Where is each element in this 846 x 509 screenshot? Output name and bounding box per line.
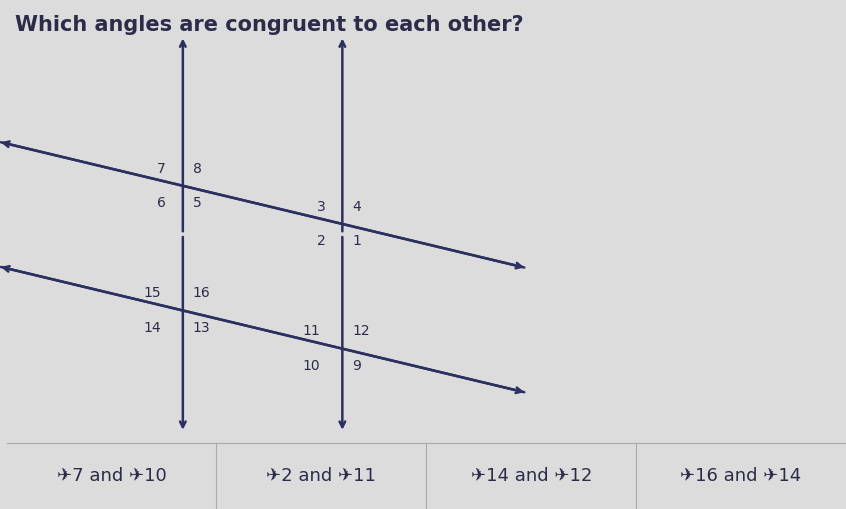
Text: 7: 7 — [157, 161, 166, 176]
Text: 9: 9 — [353, 359, 361, 373]
Text: 3: 3 — [316, 200, 326, 214]
Text: ✈16 and ✈14: ✈16 and ✈14 — [680, 467, 802, 485]
Text: 11: 11 — [303, 324, 321, 338]
Text: 12: 12 — [353, 324, 370, 338]
Text: ✈7 and ✈10: ✈7 and ✈10 — [57, 467, 167, 485]
Text: 10: 10 — [303, 359, 321, 373]
Text: 16: 16 — [193, 286, 211, 300]
Text: 13: 13 — [193, 321, 211, 335]
Text: Which angles are congruent to each other?: Which angles are congruent to each other… — [15, 15, 524, 35]
Text: 2: 2 — [316, 234, 326, 248]
Text: 8: 8 — [193, 161, 202, 176]
Text: 5: 5 — [193, 196, 201, 210]
Text: 14: 14 — [143, 321, 161, 335]
Text: 6: 6 — [157, 196, 166, 210]
Text: 4: 4 — [353, 200, 361, 214]
Text: ✈14 and ✈12: ✈14 and ✈12 — [470, 467, 592, 485]
Text: ✈2 and ✈11: ✈2 and ✈11 — [266, 467, 376, 485]
Text: 1: 1 — [353, 234, 361, 248]
Text: 15: 15 — [143, 286, 161, 300]
